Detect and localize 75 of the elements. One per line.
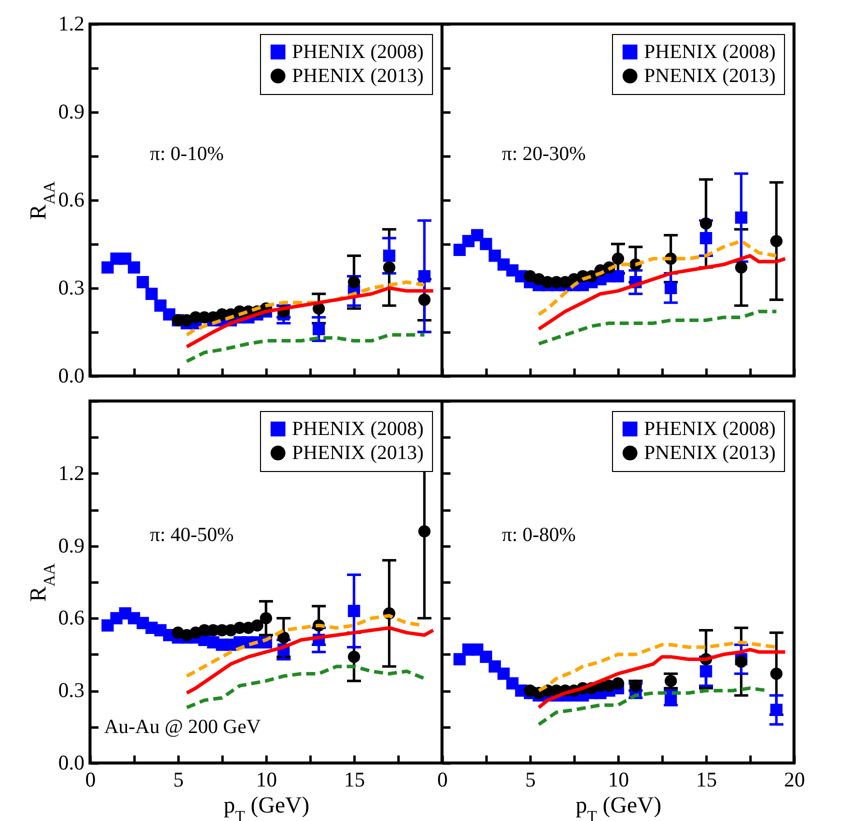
line-series — [185, 286, 435, 348]
x-tick-label: 15 — [696, 768, 717, 792]
line-series — [185, 333, 426, 364]
point — [418, 270, 431, 282]
point — [612, 252, 624, 265]
y-tick-label: 0.9 — [58, 100, 84, 124]
legend-label: PHENIX (2008) — [644, 41, 776, 63]
y-tick-label: 0.9 — [58, 533, 84, 558]
point — [488, 250, 501, 262]
x-axis-title: p$_{T}$ (GeV) — [224, 792, 310, 821]
point — [383, 261, 396, 274]
point — [612, 270, 624, 282]
point — [664, 282, 677, 294]
x-tick-label: 10 — [256, 768, 277, 792]
point — [145, 288, 158, 300]
point — [770, 704, 783, 716]
point — [497, 668, 510, 680]
y-tick-label: 0.3 — [58, 276, 84, 300]
point — [418, 294, 431, 306]
y-tick-label: 1.2 — [58, 460, 84, 485]
point — [735, 261, 748, 274]
x-tick-label: 10 — [608, 768, 629, 792]
legend-label: PHENIX (2008) — [644, 418, 776, 440]
legend-label: PNENIX (2013) — [644, 442, 776, 464]
point — [251, 619, 264, 632]
x-axis-title: p$_{T}$ (GeV) — [576, 792, 662, 821]
y-tick-label: 1.2 — [58, 12, 84, 36]
point — [770, 234, 783, 248]
line-series — [185, 664, 426, 710]
x-tick-label: 15 — [344, 768, 365, 792]
point — [348, 650, 360, 663]
y-tick-label: 0.3 — [58, 678, 84, 702]
y-tick-label: 0.0 — [58, 364, 84, 388]
point — [735, 656, 748, 668]
legend-label: PNENIX (2013) — [644, 65, 776, 87]
point — [453, 653, 466, 666]
point — [700, 232, 712, 244]
point — [480, 238, 492, 250]
annotation: π: 0-10% — [150, 143, 224, 166]
legend-label: PHENIX (2008) — [292, 41, 424, 63]
point — [471, 229, 484, 242]
point — [277, 631, 290, 644]
point — [128, 261, 140, 274]
point — [136, 276, 149, 288]
y-tick-label: 0.6 — [58, 606, 84, 630]
point — [480, 650, 492, 663]
point — [700, 665, 712, 678]
point — [119, 252, 132, 265]
point — [612, 677, 624, 690]
x-tick-label: 0 — [85, 768, 96, 792]
point — [312, 322, 325, 336]
x-tick-label: 5 — [173, 768, 184, 792]
point — [700, 217, 712, 230]
point — [418, 525, 431, 538]
x-tick-label: 0 — [437, 768, 448, 792]
point — [260, 612, 272, 624]
point — [348, 276, 360, 288]
point — [453, 244, 466, 256]
line-series — [185, 626, 435, 695]
annotation: Au-Au @ 200 GeV — [104, 716, 262, 738]
point — [348, 604, 360, 618]
annotation: π: 40-50% — [150, 524, 234, 546]
line-series — [185, 280, 426, 337]
point — [770, 668, 783, 680]
y-tick-label: 0.0 — [58, 750, 84, 774]
point — [735, 211, 748, 224]
x-tick-label: 5 — [525, 768, 536, 792]
point — [383, 250, 396, 262]
x-tick-label: 20 — [784, 768, 805, 792]
legend-label: PHENIX (2008) — [292, 418, 424, 440]
annotation: π: 20-30% — [502, 143, 586, 166]
y-tick-label: 0.6 — [58, 188, 84, 212]
legend-label: PHENIX (2013) — [292, 65, 424, 87]
legend-label: PHENIX (2013) — [292, 442, 424, 464]
annotation: π: 0-80% — [502, 524, 576, 546]
